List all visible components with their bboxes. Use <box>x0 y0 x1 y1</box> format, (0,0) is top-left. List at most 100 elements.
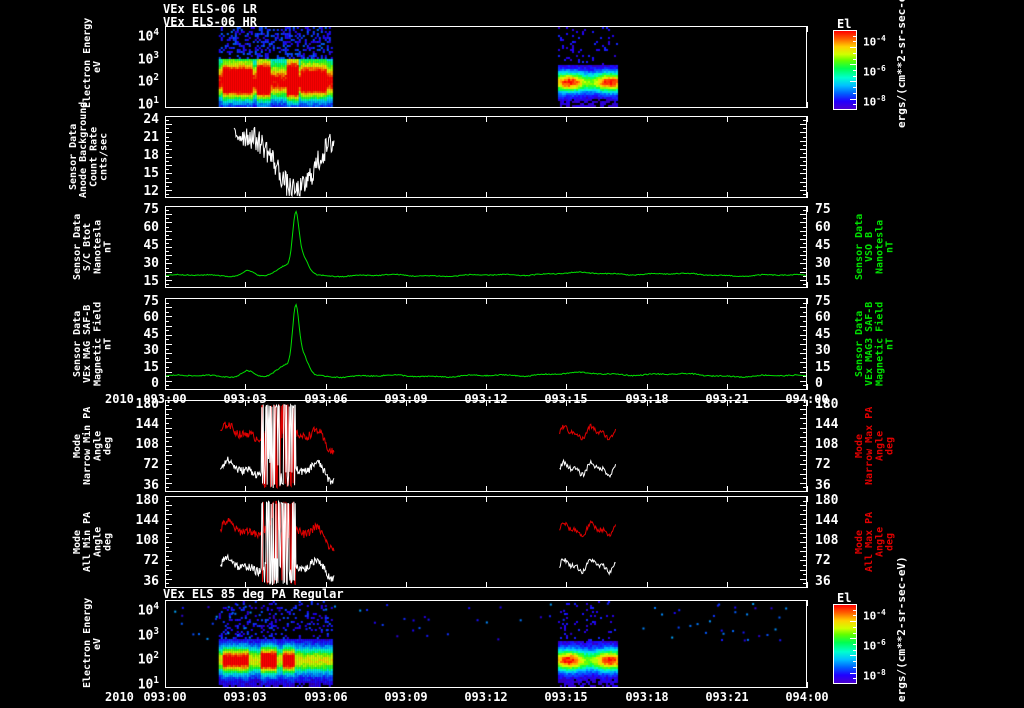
colorbar-bottom-tick <box>853 610 857 611</box>
axis-minor-tick <box>166 432 169 433</box>
axis-minor-tick <box>800 141 806 142</box>
x-tick <box>165 298 166 304</box>
colorbar-top-tick-label: 10-8 <box>863 94 886 109</box>
axis-minor-tick <box>800 214 806 215</box>
x-tick <box>727 116 728 122</box>
axis-minor-tick <box>166 505 172 506</box>
axis-minor-tick <box>166 455 172 456</box>
colorbar-top-tick <box>853 87 857 88</box>
colorbar-top-tick <box>850 99 857 100</box>
axis-minor-tick <box>166 405 169 406</box>
xaxis-bottom-tick: 093:12 <box>464 690 508 704</box>
axis-minor-tick <box>800 132 806 133</box>
axis-minor-tick <box>800 570 806 571</box>
x-tick <box>406 496 407 502</box>
ytick-sc-btot: 60 <box>143 220 159 235</box>
x-tick <box>647 282 648 288</box>
axis-minor-tick <box>803 339 806 340</box>
ylabel-left-sc-btot: Sensor Data S/C Btot Nanotesla nT <box>72 213 114 281</box>
ytick-sc-btot: 45 <box>143 238 159 253</box>
axis-minor-tick <box>166 190 172 191</box>
x-tick <box>807 192 808 198</box>
axis-minor-tick <box>166 169 169 170</box>
colorbar-bottom-tick <box>853 644 857 645</box>
x-tick <box>326 206 327 212</box>
axis-minor-tick <box>800 579 806 580</box>
axis-minor-tick <box>803 358 806 359</box>
axis-minor-tick <box>800 335 806 336</box>
axis-minor-tick <box>803 367 806 368</box>
x-tick <box>326 116 327 122</box>
axis-minor-tick <box>166 349 169 350</box>
axis-minor-tick <box>803 210 806 211</box>
axis-minor-tick <box>166 372 172 373</box>
sc-btot-line <box>166 210 806 278</box>
x-tick <box>807 116 808 122</box>
ytick-right-all-pa-angle: 72 <box>815 553 831 568</box>
colorbar-bottom-tick <box>853 661 857 662</box>
axis-minor-tick <box>166 478 169 479</box>
axis-minor-tick <box>800 316 806 317</box>
colorbar-bottom-tick <box>850 673 857 674</box>
axis-minor-tick <box>800 524 806 525</box>
axis-minor-tick <box>803 556 806 557</box>
ylabel-right-narrow-pa-angle: Mode Narrow Max PA Angle deg <box>854 406 896 486</box>
axis-minor-tick <box>166 178 169 179</box>
ytick-anode-background-count-rate: 12 <box>143 184 159 199</box>
axis-minor-tick <box>800 263 806 264</box>
axis-minor-tick <box>803 414 806 415</box>
axis-minor-tick <box>166 165 172 166</box>
colorbar-top-tick <box>850 47 857 48</box>
colorbar-bottom-tick-label: 10-4 <box>863 608 886 623</box>
axis-minor-tick <box>166 247 172 248</box>
x-tick <box>486 486 487 492</box>
axis-minor-tick <box>800 247 806 248</box>
axis-minor-tick <box>166 362 172 363</box>
x-tick <box>566 298 567 304</box>
colorbar-top-unit: ergs/(cm**2-sr-sec-eV) <box>895 0 908 128</box>
colorbar-top-tick <box>850 64 857 65</box>
x-tick <box>245 282 246 288</box>
x-tick <box>647 192 648 198</box>
x-tick <box>406 400 407 406</box>
axis-minor-tick <box>166 556 169 557</box>
axis-minor-tick <box>803 547 806 548</box>
axis-minor-tick <box>803 510 806 511</box>
axis-minor-tick <box>166 367 169 368</box>
x-tick <box>165 192 166 198</box>
axis-minor-tick <box>166 510 169 511</box>
axis-minor-tick <box>166 483 172 484</box>
axis-minor-tick <box>803 161 806 162</box>
axis-minor-tick <box>803 537 806 538</box>
ylabel-right-all-pa-angle: Mode All Max PA Angle deg <box>854 511 896 573</box>
ytick-right-all-pa-angle: 180 <box>815 493 839 508</box>
axis-minor-tick <box>166 263 172 264</box>
narrow-pa-angle-max-interval-b <box>559 423 617 441</box>
ytick-right-sc-btot: 30 <box>815 256 831 271</box>
axis-minor-tick <box>166 251 169 252</box>
x-tick <box>566 282 567 288</box>
narrow-pa-angle <box>219 403 617 490</box>
x-tick <box>647 400 648 406</box>
x-tick <box>245 192 246 198</box>
axis-minor-tick <box>800 149 806 150</box>
x-tick <box>165 400 166 406</box>
x-tick <box>566 486 567 492</box>
axis-minor-tick <box>166 353 172 354</box>
axis-minor-tick <box>800 157 806 158</box>
ytick-narrow-pa-angle: 108 <box>135 437 159 452</box>
ylabel-left-vex-mag-saf-b: Sensor Data VEx MAG SAF-B Magnetic Field… <box>72 301 114 387</box>
axis-minor-tick <box>800 514 806 515</box>
axis-minor-tick <box>800 437 806 438</box>
x-tick <box>727 206 728 212</box>
axis-minor-tick <box>166 446 172 447</box>
x-tick <box>727 486 728 492</box>
x-tick <box>165 282 166 288</box>
axis-minor-tick <box>166 272 172 273</box>
xaxis-mid-year: 2010 <box>105 392 134 406</box>
axis-minor-tick <box>166 330 169 331</box>
axis-minor-tick <box>800 560 806 561</box>
ytick-right-narrow-pa-angle: 108 <box>815 437 839 452</box>
title-lr: VEx ELS-06 LR <box>163 2 257 16</box>
ytick-right-vex-mag-saf-b: 15 <box>815 360 831 375</box>
